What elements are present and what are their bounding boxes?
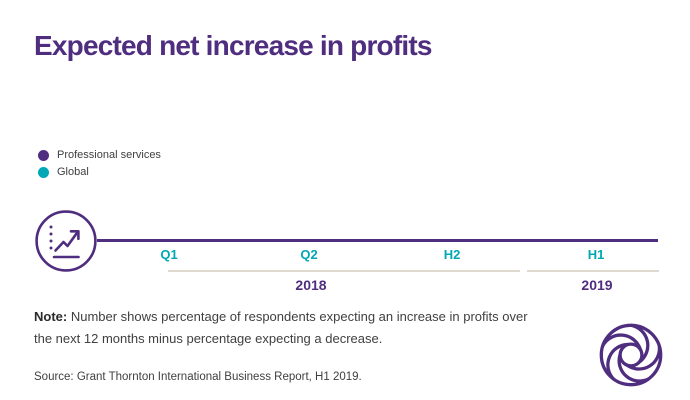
trend-up-chart-icon — [35, 210, 97, 272]
legend-label-professional-services: Professional services — [57, 149, 161, 161]
tick-label-q2: Q2 — [300, 247, 318, 262]
legend-swatch-purple-icon — [38, 149, 49, 161]
pinwheel-logo-icon — [598, 323, 664, 388]
legend: Professional services Global — [38, 149, 161, 178]
legend-swatch-teal-icon — [38, 166, 49, 178]
source-line: Source: Grant Thornton International Bus… — [34, 371, 362, 383]
footnote-text: Number shows percentage of respondents e… — [34, 309, 528, 346]
footnote-label: Note: — [34, 309, 68, 324]
year-label-2019: 2019 — [581, 277, 613, 293]
year-rule-2018 — [168, 270, 520, 272]
legend-item-professional-services: Professional services — [38, 149, 161, 161]
chart-title: Expected net increase in profits — [34, 30, 432, 61]
tick-label-h1: H1 — [587, 247, 605, 262]
tick-label-q1: Q1 — [160, 247, 178, 262]
timeline-axis — [97, 239, 658, 242]
year-rule-2019 — [527, 270, 659, 272]
footnote: Note: Number shows percentage of respond… — [34, 306, 534, 350]
tick-label-h2: H2 — [443, 247, 461, 262]
legend-label-global: Global — [57, 166, 89, 178]
year-label-2018: 2018 — [295, 277, 327, 293]
legend-item-global: Global — [38, 166, 161, 178]
